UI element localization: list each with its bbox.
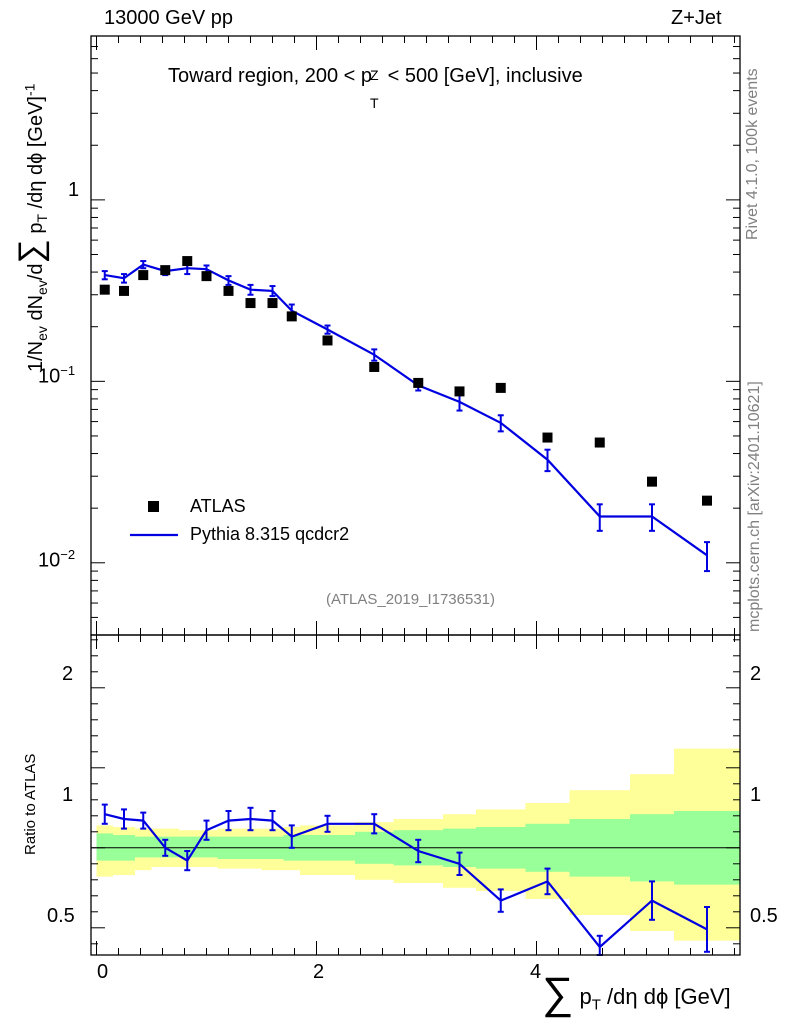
data-point [99,284,110,295]
data-point [223,285,234,296]
legend-data-marker [148,501,159,512]
data-point [160,265,171,276]
y-tick-label: 10−1 [38,363,76,388]
ratio-frame [90,634,741,956]
band-inner-segment [195,836,218,858]
ratio-series [101,803,710,956]
y-tick-label: 1 [68,179,80,201]
legend-mc-label: Pythia 8.315 qcdcr2 [190,524,350,544]
x-axis-label: ∑ pT /dη dϕ [GeV] [542,969,731,1018]
x-tick-label: 2 [313,961,325,983]
data-point [454,386,465,397]
data-point [369,361,380,372]
ratio-y-axis-label: Ratio to ATLAS [22,753,39,855]
data-point [702,495,712,506]
data-point [413,377,424,388]
data-point [322,335,333,346]
rivet-version-label: Rivet 4.1.0, 100k events [744,68,761,240]
plot-frames [90,35,741,956]
header-energy-label: 13000 GeV pp [104,7,233,29]
band-inner-segment [135,836,152,858]
data-series [99,256,712,506]
ratio-y-tick-label: 0.5 [47,905,75,927]
main-y-axis-label: 1/Nev dNev/d∑ pT /dη dϕ [GeV]-1 [12,83,50,372]
ratio-y-tick-label: 2 [62,663,74,685]
mcplots-credit-label: mcplots.cern.ch [arXiv:2401.10621] [746,381,763,632]
data-point [119,285,129,296]
analysis-watermark: (ATLAS_2019_I1736531) [326,591,496,608]
data-point [245,298,256,309]
y-tick-label: 10−2 [38,547,76,572]
legend-data-label: ATLAS [190,496,246,516]
ratio-y-tick-label-right: 1 [750,784,762,806]
x-tick-label: 0 [97,961,109,983]
x-tick-label: 4 [530,961,542,983]
data-point [201,271,212,282]
data-point [182,256,193,267]
data-point [138,270,149,281]
band-inner-segment [96,833,113,861]
data-point [495,382,506,393]
axis-ticks [91,35,740,955]
ratio-y-tick-label-right: 0.5 [750,905,778,927]
header-process-label: Z+Jet [671,7,722,29]
data-point [267,298,278,309]
ratio-y-tick-label-right: 2 [750,663,762,685]
ratio-y-tick-label: 1 [62,784,74,806]
data-point [286,311,297,322]
data-point [594,437,605,448]
data-point [647,476,657,487]
legend [130,501,178,537]
data-point [542,432,553,443]
